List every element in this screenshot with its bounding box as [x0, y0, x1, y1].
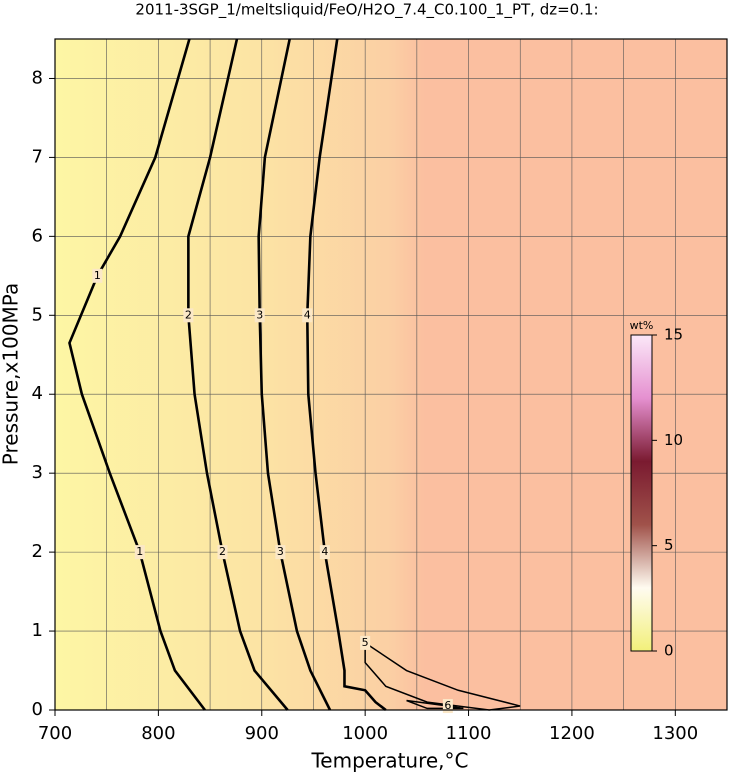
y-axis-label: Pressure,x100MPa	[0, 283, 23, 465]
y-tick-label: 5	[32, 304, 43, 325]
x-tick-label: 800	[141, 723, 175, 744]
x-axis-label: Temperature,°C	[310, 749, 468, 773]
contour-label-bg	[183, 308, 194, 323]
contour-label-bg	[254, 308, 265, 323]
contour-label-bg	[442, 699, 453, 714]
contour-line	[68, 38, 206, 711]
x-tick-label: 1300	[652, 723, 698, 744]
y-tick-label: 7	[32, 146, 43, 167]
contour-label-bg	[360, 635, 371, 650]
contour-label: 3	[277, 545, 284, 558]
plot-frame	[54, 38, 728, 711]
colorbar	[630, 334, 653, 652]
contour-label: 4	[321, 545, 328, 558]
contour-label: 3	[256, 308, 263, 321]
x-tick-label: 900	[245, 723, 279, 744]
contour-label-bg	[302, 308, 313, 323]
y-tick-label: 1	[32, 620, 43, 641]
contour-line	[406, 699, 464, 710]
colorbar-label: wt%	[630, 319, 654, 332]
colorbar-tick-label: 5	[664, 536, 674, 554]
x-tick-label: 1000	[342, 723, 388, 744]
chart-title: 2011-3SGP_1/meltsliquid/FeO/H2O_7.4_C0.1…	[135, 1, 598, 20]
contour-label: 5	[362, 636, 369, 649]
contour-label: 2	[219, 545, 226, 558]
colorbar-tick-label: 0	[664, 642, 674, 660]
colorbar-tick-label: 15	[664, 326, 683, 344]
y-tick-label: 2	[32, 541, 43, 562]
y-tick-label: 3	[32, 462, 43, 483]
contour-label-bg	[319, 545, 330, 560]
plot-background	[55, 39, 727, 710]
contour-label-bg	[275, 545, 286, 560]
contour-label: 1	[136, 545, 143, 558]
y-tick-label: 0	[32, 699, 43, 720]
contour-label: 1	[94, 269, 101, 282]
contour-label-bg	[134, 545, 145, 560]
x-tick-label: 700	[38, 723, 72, 744]
y-tick-label: 6	[32, 225, 43, 246]
contour-line	[187, 38, 289, 711]
y-tick-label: 8	[32, 67, 43, 88]
contour-label-bg	[217, 545, 228, 560]
contour-label: 2	[185, 308, 192, 321]
contour-label-bg	[92, 268, 103, 283]
contour-label: 6	[444, 699, 451, 712]
contour-label: 4	[304, 308, 311, 321]
contour-line	[257, 38, 332, 711]
x-tick-label: 1100	[446, 723, 492, 744]
x-tick-label: 1200	[549, 723, 595, 744]
colorbar-tick-label: 10	[664, 431, 683, 449]
y-tick-label: 4	[32, 383, 43, 404]
